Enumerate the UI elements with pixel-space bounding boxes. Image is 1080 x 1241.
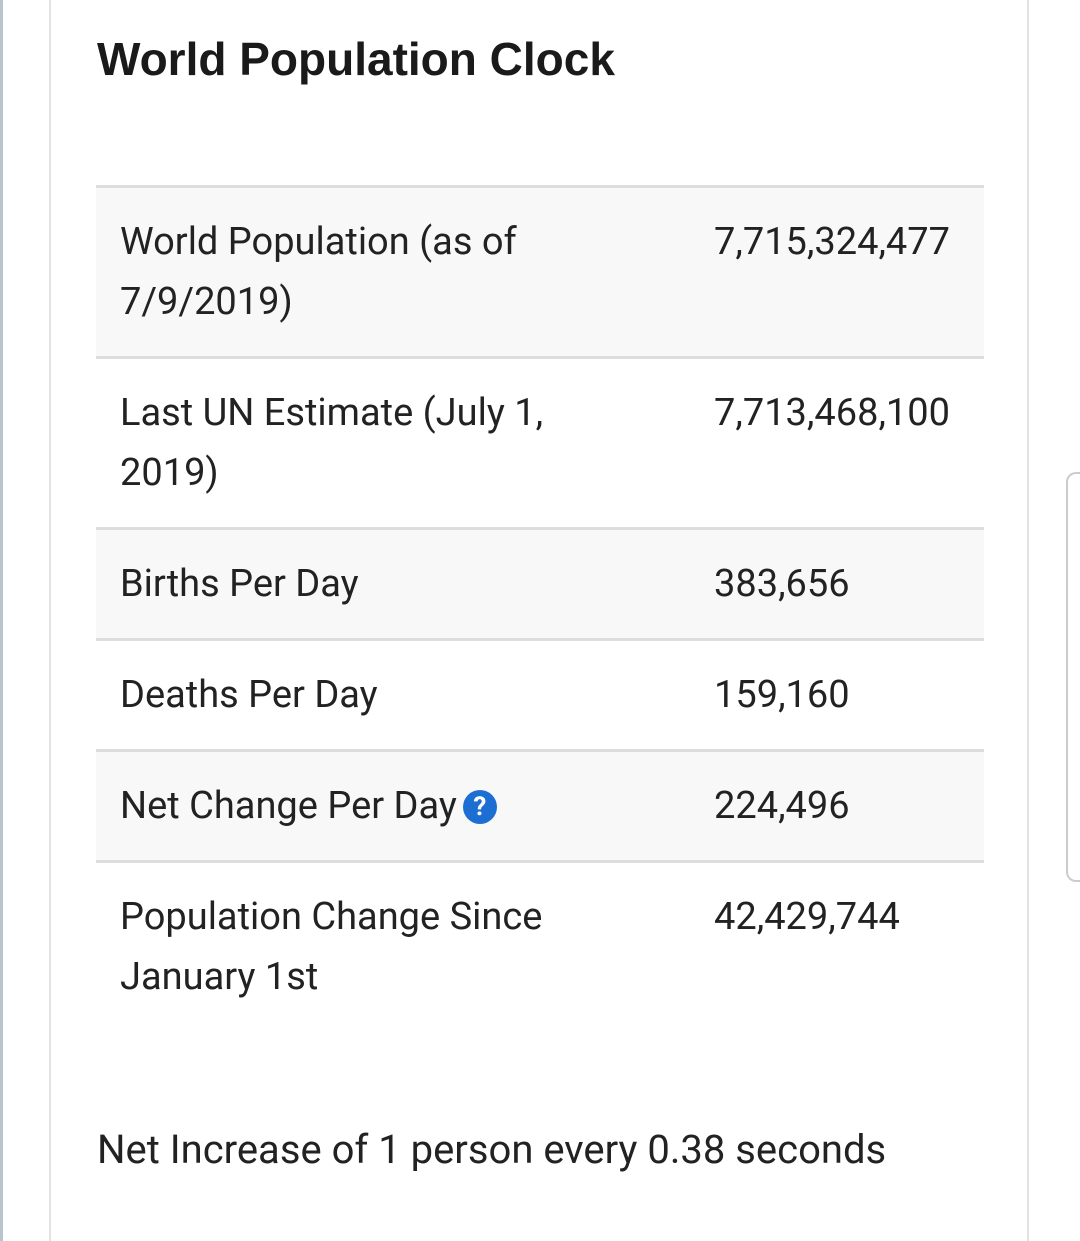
cell-text: Births Per Day [120, 562, 359, 606]
row-label: Net Change Per Day? [96, 750, 674, 863]
edge [0, 0, 3, 1241]
row-value: 7,713,468,100 [674, 357, 984, 530]
table-row: Net Change Per Day? 224,496 [96, 750, 984, 863]
table-row: Births Per Day 383,656 [96, 528, 984, 641]
cell-text: Net Change Per Day [120, 784, 457, 828]
cell-text: 159,160 [714, 673, 850, 717]
scroll-handle[interactable] [1066, 472, 1080, 882]
row-label: Population Change Since January 1st [96, 862, 674, 1078]
card [49, 0, 1029, 1241]
cell-text: World Population (as of 7/9/2019) [120, 220, 517, 324]
row-label: Last UN Estimate (July 1, 2019) [96, 357, 674, 530]
row-value: 42,429,744 [674, 862, 984, 1078]
table-row: Deaths Per Day 159,160 [96, 639, 984, 752]
row-label: Deaths Per Day [96, 639, 674, 752]
cell-text: 42,429,744 [714, 895, 900, 939]
cell-text: 224,496 [714, 784, 850, 828]
table-row: Last UN Estimate (July 1, 2019) 7,713,468… [96, 357, 984, 530]
row-label: World Population (as of 7/9/2019) [96, 186, 674, 359]
cell-text: Last UN Estimate (July 1, 2019) [120, 391, 544, 495]
row-label: Births Per Day [96, 528, 674, 641]
row-value: 7,715,324,477 [674, 186, 984, 359]
cell-text: Deaths Per Day [120, 673, 378, 717]
footer-text: Net Increase of 1 person every 0.38 seco… [97, 1126, 887, 1173]
row-value: 159,160 [674, 639, 984, 752]
cell-text: 383,656 [714, 562, 850, 606]
population-table: World Population (as of 7/9/2019) 7,715,3… [96, 185, 984, 1077]
cell-text: 7,715,324,477 [714, 220, 950, 264]
table-row: Population Change Since January 1st 42,42… [96, 862, 984, 1078]
title: World Population Clock [97, 33, 615, 85]
table-row: World Population (as of 7/9/2019) 7,715,3… [96, 186, 984, 359]
row-value: 224,496 [674, 750, 984, 863]
cell-text: Population Change Since January 1st [120, 895, 543, 999]
help-icon[interactable]: ? [462, 790, 497, 824]
cell-text: 7,713,468,100 [714, 391, 950, 435]
row-value: 383,656 [674, 528, 984, 641]
